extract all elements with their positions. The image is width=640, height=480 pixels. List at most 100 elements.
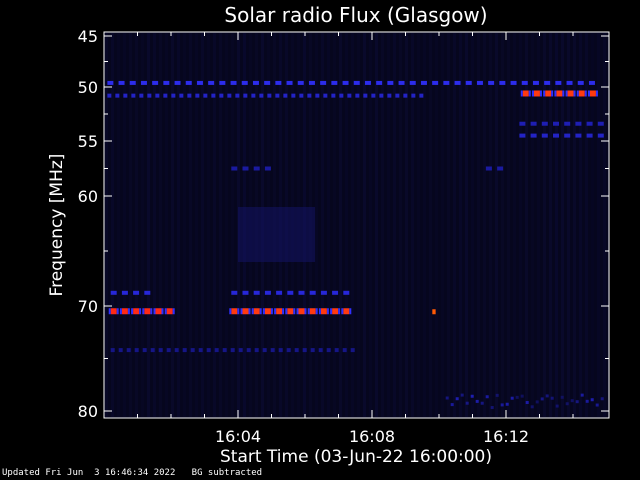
emission-70-5mhz [298,308,305,315]
emission-50-6mhz [533,90,540,97]
emission-70-5mhz-halo [285,308,288,315]
noise-column [231,33,234,417]
noise-column [315,33,318,417]
noise-column [117,33,120,417]
emission-50-8mhz [355,93,360,98]
emission-74-2mhz [134,348,139,353]
y-tick-label: 50 [78,78,98,97]
emission-70-5mhz-halo [282,308,285,315]
emission-70-5mhz-halo [150,308,153,315]
emission-50-8mhz [283,93,288,98]
noise-column [321,33,324,417]
emission-74-2mhz [262,348,267,353]
emission-74-2mhz [190,348,195,353]
noise-column [603,33,606,417]
emission-70-5mhz-halo [318,308,321,315]
emission-49-6mhz [331,80,338,85]
x-tick-label: 16:08 [349,427,395,446]
emission-57-5mhz [264,166,271,171]
emission-74-2mhz [246,348,251,353]
emission-70-5mhz-halo [142,308,145,315]
noise-column [135,33,138,417]
emission-50-8mhz [139,93,144,98]
noise-column [531,33,534,417]
noise-column [453,33,456,417]
emission-74-2mhz [326,348,331,353]
noise-column [543,33,546,417]
emission-79mhz [545,394,549,398]
emission-79mhz [480,401,484,405]
noise-column [105,33,108,417]
emission-74-2mhz [318,348,323,353]
emission-74-2mhz [110,348,115,353]
noise-column [369,33,372,417]
emission-79mhz [575,400,579,404]
emission-50-8mhz [403,93,408,98]
emission-70-5mhz-halo [153,308,156,315]
noise-column [345,33,348,417]
emission-79mhz [495,393,499,397]
emission-50-6mhz-halo [554,90,557,97]
noise-column [555,33,558,417]
x-axis-label: Start Time (03-Jun-22 16:00:00) [220,447,492,467]
emission-79mhz [450,403,454,407]
emission-49-6mhz [532,80,539,85]
emission-50-8mhz [411,93,416,98]
noise-column [447,33,450,417]
emission-70-5mhz [253,308,260,315]
emission-79mhz [500,403,504,407]
emission-70-5mhz [231,308,238,315]
emission-79mhz [535,400,539,404]
noise-column [393,33,396,417]
noise-column [561,33,564,417]
emission-53-4mhz [564,121,571,126]
noise-column [591,33,594,417]
emission-79mhz [520,394,524,398]
noise-column [387,33,390,417]
noise-column [351,33,354,417]
emission-49-6mhz [364,80,371,85]
emission-49-6mhz [196,80,203,85]
emission-49-6mhz [275,80,282,85]
y-tick-label: 60 [78,187,98,206]
emission-70-5mhz [276,308,283,315]
noise-column [405,33,408,417]
noise-column [363,33,366,417]
emission-50-8mhz [171,93,176,98]
emission-50-8mhz [323,93,328,98]
emission-68-8mhz [242,290,249,295]
emission-79mhz [580,393,584,397]
emission-70-5mhz [332,308,339,315]
emission-54-5mhz [575,133,582,138]
emission-79mhz [560,395,564,399]
emission-70-5mhz-halo [164,308,167,315]
emission-49-6mhz [185,80,192,85]
noise-column [129,33,132,417]
noise-column [225,33,228,417]
emission-74-2mhz [158,348,163,353]
emission-68-8mhz [144,290,151,295]
emission-50-6mhz [522,90,529,97]
noise-column [501,33,504,417]
emission-53-4mhz [530,121,537,126]
emission-49-6mhz [476,80,483,85]
emission-68-8mhz [343,290,350,295]
emission-50-8mhz [147,93,152,98]
noise-column [165,33,168,417]
emission-74-2mhz [238,348,243,353]
emission-50-8mhz [299,93,304,98]
emission-50-8mhz [235,93,240,98]
emission-57-5mhz [253,166,260,171]
emission-49-6mhz [107,80,114,85]
emission-74-2mhz [214,348,219,353]
background-noise [105,33,606,417]
emission-50-8mhz [251,93,256,98]
noise-column [189,33,192,417]
emission-79mhz [600,397,604,401]
emission-49-6mhz [353,80,360,85]
emission-49-6mhz [308,80,315,85]
noise-column [213,33,216,417]
emission-74-2mhz [222,348,227,353]
emission-74-2mhz [334,348,339,353]
emission-79mhz [475,399,479,403]
